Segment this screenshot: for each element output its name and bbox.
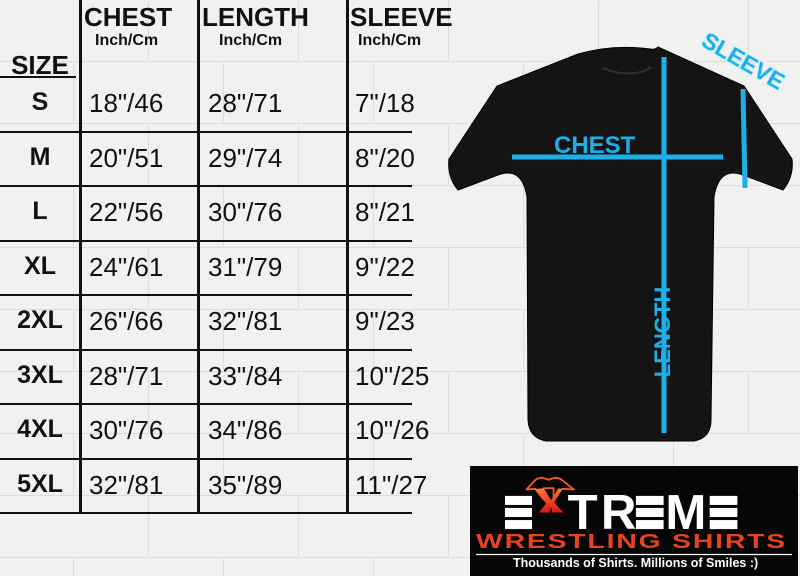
svg-text:WRESTLING SHIRTS: WRESTLING SHIRTS xyxy=(476,531,787,553)
svg-text:Thousands of Shirts. Millions: Thousands of Shirts. Millions of Smiles … xyxy=(513,556,758,570)
svg-text:LENGTH: LENGTH xyxy=(650,287,675,377)
svg-text:CHEST: CHEST xyxy=(554,132,636,159)
